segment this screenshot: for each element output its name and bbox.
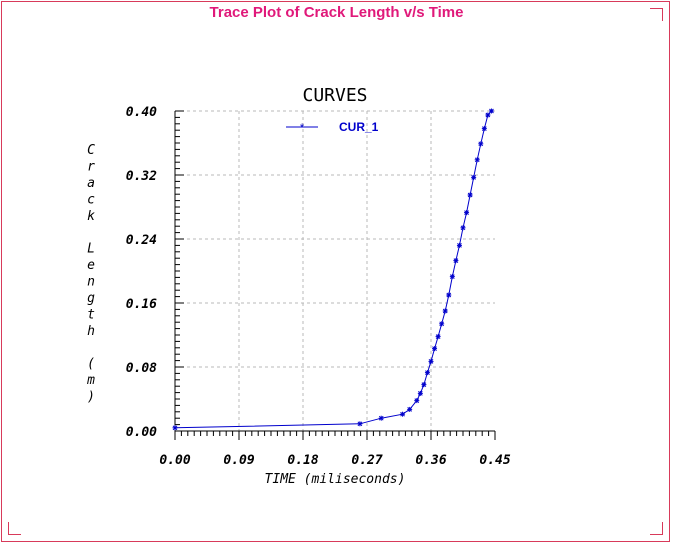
data-point-stroke [421,382,427,387]
data-point-stroke [417,391,423,396]
y-axis-label-char: L [87,242,95,257]
x-axis-label: TIME (miliseconds) [265,472,406,487]
legend-entry-label: CUR_1 [339,120,379,134]
data-point [172,425,178,431]
y-axis-label-char: h [87,324,95,339]
data-point-stroke [453,258,459,263]
y-axis-label-char: r [87,160,95,175]
x-tick-label: 0.00 [159,453,190,468]
y-tick-label: 0.40 [126,105,157,120]
y-axis-label-char: c [87,193,95,208]
data-point-stroke [414,398,420,403]
data-point [485,112,491,118]
data-point [417,390,423,396]
grid [175,110,495,431]
series-layer [172,108,494,431]
y-axis-label-char: n [87,275,95,290]
corner-mark-bottom-left [8,522,21,535]
data-point [407,406,413,412]
y-axis-label-char: t [87,308,95,323]
data-point-stroke [457,243,462,248]
y-tick-label: 0.32 [126,169,157,184]
data-point [424,370,430,376]
data-point [446,292,452,298]
data-point-stroke [460,225,466,231]
data-point-stroke [428,359,434,364]
data-point-stroke [425,370,430,375]
data-point-stroke [478,141,484,147]
data-point-stroke [485,112,491,118]
y-tick-label: 0.08 [126,361,157,376]
y-axis-label-char: ( [87,357,95,372]
data-point-stroke [442,308,448,314]
data-point [442,308,448,314]
data-point-stroke [449,274,455,279]
data-point-stroke [464,210,469,215]
corner-mark-bottom-right [650,522,663,535]
data-point-stroke [435,334,441,339]
data-point-stroke [474,157,480,163]
corner-mark-top-right [650,8,663,21]
data-point-stroke [407,407,413,412]
data-point-stroke [446,292,452,298]
data-point-stroke [481,126,487,131]
axes: 0.00 0.09 0.18 0.27 0.36 0.45 0.00 0.08 0.16 0.24… [126,105,511,468]
y-axis-label-char: e [87,258,95,273]
x-tick-label: 0.36 [415,453,446,468]
data-point [488,108,494,114]
x-tick-label: 0.18 [287,453,318,468]
data-point [456,242,462,248]
data-point [421,382,427,388]
x-tick-label: 0.09 [223,453,254,468]
data-point [357,421,363,427]
data-point-stroke [439,321,445,327]
data-point [414,398,420,404]
data-point-stroke [172,425,178,431]
data-point [439,321,445,327]
y-axis-label-char: m [86,373,95,388]
y-axis-label-char: a [87,176,95,191]
series-line [174,110,492,429]
data-point [471,174,477,180]
y-axis-label: Crack Length (m) [86,143,95,405]
data-point [449,274,455,280]
data-point-stroke [432,346,437,351]
x-tick-label: 0.27 [351,453,382,468]
data-point [453,258,459,264]
y-axis-label-char: k [87,209,95,224]
window-title: Trace Plot of Crack Length v/s Time [209,4,464,21]
y-axis-label-char: ) [87,390,95,405]
chart-title: CURVES [302,85,367,106]
data-point-stroke [378,415,384,421]
data-point [478,141,484,147]
legend-marker-icon: * [300,122,305,134]
y-axis-label-char: g [87,291,95,306]
y-tick-label: 0.24 [126,233,157,248]
data-point [428,358,434,364]
y-tick-label: 0.00 [126,425,157,440]
legend: * CUR_1 [286,120,379,134]
data-point [464,210,470,216]
data-point [432,346,438,352]
data-point [460,225,466,231]
data-point [474,157,480,163]
data-point-stroke [471,175,477,180]
data-point [378,415,384,421]
data-point [400,411,406,417]
data-point [467,192,473,198]
data-point-stroke [489,108,494,114]
data-point-stroke [467,192,473,198]
data-point-stroke [357,421,363,427]
y-axis-label-char: C [87,143,95,158]
data-point-stroke [400,411,405,417]
x-tick-label: 0.45 [479,453,510,468]
data-point [481,126,487,132]
y-tick-label: 0.16 [126,297,157,312]
data-point [435,334,441,340]
